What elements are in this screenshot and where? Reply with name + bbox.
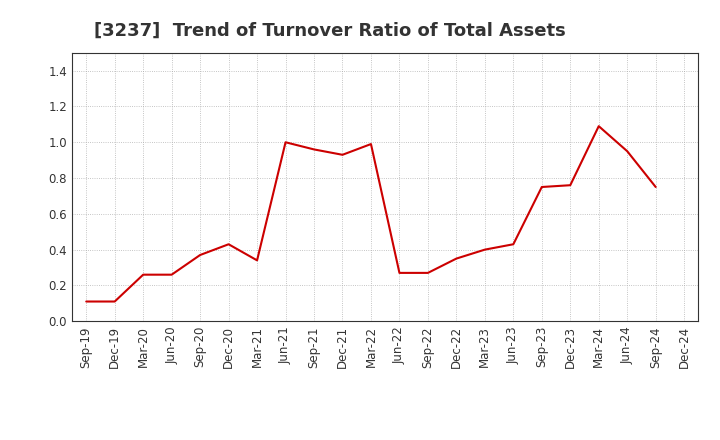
- Text: [3237]  Trend of Turnover Ratio of Total Assets: [3237] Trend of Turnover Ratio of Total …: [94, 22, 565, 40]
